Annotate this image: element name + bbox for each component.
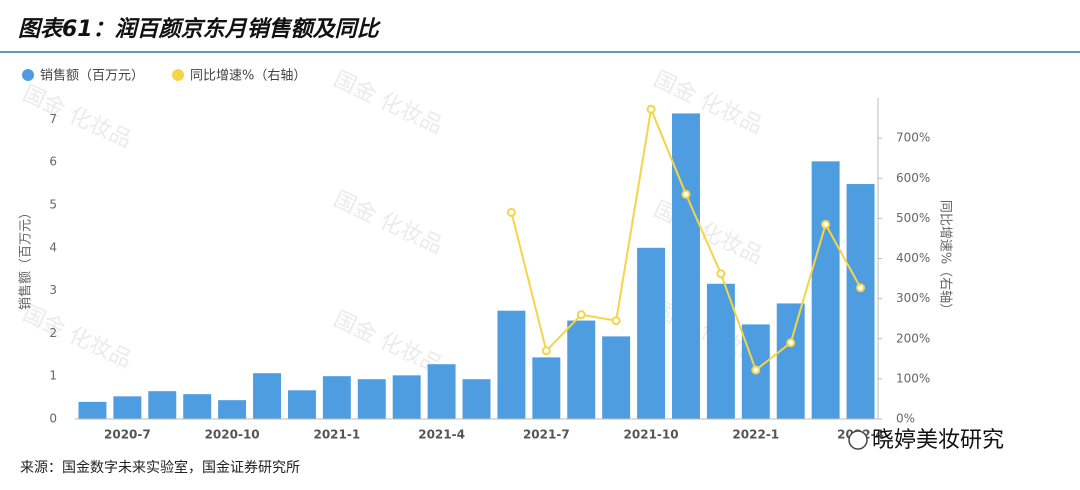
- bar: [776, 303, 805, 419]
- line-marker: [576, 310, 586, 320]
- brand-icon: [848, 430, 868, 450]
- bar: [78, 401, 107, 419]
- x-tick-label: 2021-4: [418, 428, 465, 442]
- line-marker: [786, 338, 796, 348]
- source-note: 来源：国金数字未来实验室，国金证券研究所: [20, 459, 300, 476]
- legend-swatch: [172, 69, 185, 81]
- bar: [672, 113, 700, 420]
- y-tick-label: 7: [49, 112, 57, 126]
- watermark: 国金 化妆品: [650, 197, 767, 269]
- y2-tick-label: 500%: [896, 211, 930, 225]
- bar: [218, 400, 247, 419]
- bar: [148, 391, 177, 419]
- line-marker: [506, 207, 516, 217]
- plot-area: 0 1 2 3 4 5 6 7 0% 100% 200% 300% 400% 500% 600% 700% 20…: [22, 68, 930, 442]
- line-marker: [681, 189, 691, 199]
- line-marker: [611, 316, 621, 326]
- x-tick-label: 2020-10: [205, 428, 260, 442]
- bar: [427, 364, 456, 419]
- x-tick-label: 2021-7: [523, 428, 570, 442]
- y2-tick-label: 300%: [896, 291, 930, 305]
- y-tick-label: 2: [49, 326, 57, 340]
- line-marker: [751, 365, 761, 375]
- bar: [322, 376, 351, 419]
- bar: [497, 310, 526, 419]
- bar: [462, 379, 491, 419]
- bar: [113, 396, 142, 419]
- line-marker: [856, 283, 866, 293]
- bar: [637, 247, 666, 419]
- watermark: 国金 化妆品: [19, 81, 136, 153]
- y-tick-label: 1: [49, 369, 57, 383]
- y2-tick-label: 200%: [896, 331, 930, 345]
- bar: [392, 375, 421, 419]
- bar: [567, 320, 596, 419]
- watermark: 国金 化妆品: [330, 67, 447, 139]
- y2-tick-label: 700%: [896, 131, 930, 145]
- line-marker: [821, 219, 831, 229]
- watermark: 国金 化妆品: [650, 67, 767, 139]
- bar: [846, 184, 875, 419]
- watermark: 国金 化妆品: [19, 301, 136, 373]
- x-tick-label: 2021-10: [624, 428, 679, 442]
- bar: [532, 357, 561, 419]
- bar: [287, 390, 316, 419]
- y-tick-label: 5: [49, 198, 57, 212]
- chart-title: 图表61：润百颜京东月销售额及同比: [18, 16, 382, 42]
- bar: [183, 394, 212, 419]
- bar: [811, 161, 840, 419]
- x-tick-label: 2021-1: [313, 428, 360, 442]
- y-axis-label: 销售额（百万元）: [18, 206, 34, 310]
- legend-label: 同比增速%（右轴）: [190, 69, 306, 84]
- line-marker: [541, 346, 551, 356]
- y-tick-label: 3: [49, 283, 57, 297]
- watermark: 国金 化妆品: [330, 187, 447, 259]
- bar: [706, 283, 735, 419]
- legend-swatch: [22, 69, 34, 81]
- bar: [602, 336, 631, 419]
- y2-tick-label: 400%: [896, 251, 930, 265]
- line-marker: [716, 269, 726, 279]
- y2-axis-label: 同比增速%（右轴）: [938, 200, 953, 316]
- y-tick-label: 4: [49, 240, 57, 254]
- y2-tick-label: 0%: [896, 412, 915, 426]
- bar: [253, 373, 281, 419]
- brand-watermark: 晓婷美妆研究: [872, 428, 1004, 453]
- y-tick-label: 0: [49, 412, 57, 426]
- y-tick-label: 6: [49, 155, 57, 169]
- bar: [357, 379, 386, 419]
- line-marker: [646, 104, 656, 114]
- x-tick-label: 2020-7: [104, 428, 151, 442]
- y2-tick-label: 100%: [896, 371, 930, 385]
- x-tick-label: 2022-1: [732, 428, 779, 442]
- legend-label: 销售额（百万元）: [40, 68, 144, 84]
- y2-tick-label: 600%: [896, 171, 930, 185]
